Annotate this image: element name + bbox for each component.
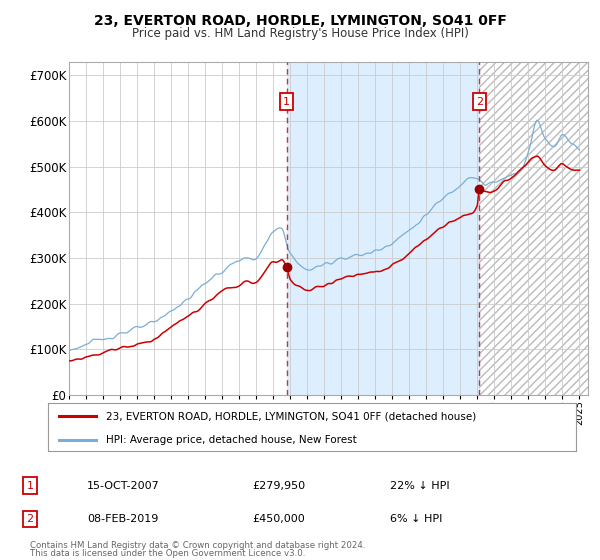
Text: 2: 2 [26,514,34,524]
Text: 23, EVERTON ROAD, HORDLE, LYMINGTON, SO41 0FF: 23, EVERTON ROAD, HORDLE, LYMINGTON, SO4… [94,14,506,28]
Text: £279,950: £279,950 [252,480,305,491]
Text: This data is licensed under the Open Government Licence v3.0.: This data is licensed under the Open Gov… [30,549,305,558]
Bar [287,62,479,395]
Text: 08-FEB-2019: 08-FEB-2019 [87,514,158,524]
Text: HPI: Average price, detached house, New Forest: HPI: Average price, detached house, New … [106,435,357,445]
Text: 1: 1 [26,480,34,491]
Text: 6% ↓ HPI: 6% ↓ HPI [390,514,442,524]
Text: 15-OCT-2007: 15-OCT-2007 [87,480,160,491]
Text: 1: 1 [283,96,290,106]
Text: 2: 2 [476,96,483,106]
Text: Price paid vs. HM Land Registry's House Price Index (HPI): Price paid vs. HM Land Registry's House … [131,27,469,40]
Text: 23, EVERTON ROAD, HORDLE, LYMINGTON, SO41 0FF (detached house): 23, EVERTON ROAD, HORDLE, LYMINGTON, SO4… [106,411,476,421]
Bar [479,62,588,395]
Text: £450,000: £450,000 [252,514,305,524]
Text: Contains HM Land Registry data © Crown copyright and database right 2024.: Contains HM Land Registry data © Crown c… [30,541,365,550]
Text: 22% ↓ HPI: 22% ↓ HPI [390,480,449,491]
